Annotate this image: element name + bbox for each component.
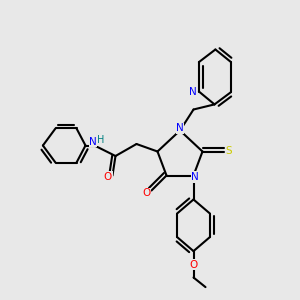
Text: O: O	[104, 172, 112, 182]
Text: N: N	[189, 86, 197, 97]
Text: N: N	[191, 172, 199, 182]
Text: O: O	[142, 188, 150, 199]
Text: S: S	[226, 146, 232, 157]
Text: H: H	[98, 135, 105, 145]
Text: N: N	[89, 137, 97, 147]
Text: N: N	[176, 123, 184, 133]
Text: O: O	[189, 260, 198, 270]
